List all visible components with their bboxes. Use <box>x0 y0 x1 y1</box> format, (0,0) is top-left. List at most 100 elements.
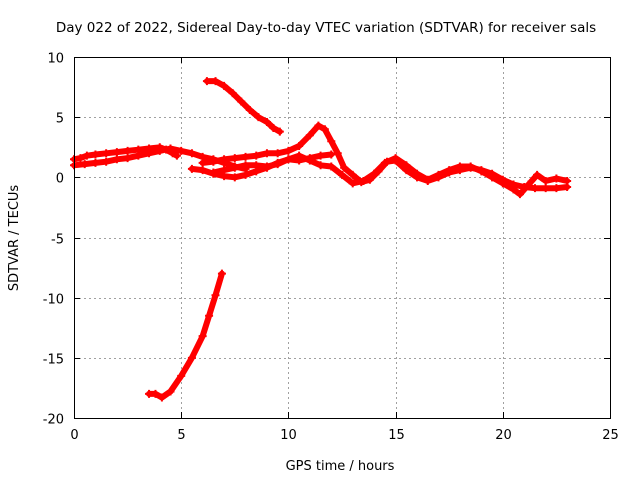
data-point <box>413 169 422 178</box>
data-point <box>202 77 211 86</box>
x-axis-label: GPS time / hours <box>286 459 395 474</box>
y-tick-label: -5 <box>51 233 64 248</box>
y-tick-label: -20 <box>43 413 64 428</box>
grid-lines <box>74 57 610 418</box>
data-point <box>166 387 175 396</box>
data-point <box>102 149 111 158</box>
data-point <box>123 154 132 163</box>
data-point <box>241 152 250 161</box>
data-point <box>423 175 432 184</box>
series-line <box>203 78 283 135</box>
data-point <box>380 158 389 167</box>
data-point <box>177 371 186 380</box>
data-point <box>123 146 132 155</box>
data-point <box>434 170 443 179</box>
data-point <box>530 184 539 193</box>
data-point <box>445 166 454 175</box>
data-point <box>237 97 246 106</box>
data-point <box>477 167 486 176</box>
data-point <box>533 170 542 179</box>
data-point <box>230 173 239 182</box>
data-point <box>262 149 271 158</box>
data-point <box>552 184 561 193</box>
data-point <box>316 151 325 160</box>
y-tick-label: 0 <box>56 172 64 187</box>
data-point <box>466 162 475 171</box>
data-point <box>102 157 111 166</box>
data-point <box>314 121 323 130</box>
data-point <box>295 151 304 160</box>
x-tick-label: 15 <box>388 428 405 443</box>
data-point <box>241 170 250 179</box>
data-point <box>273 160 282 169</box>
data-point <box>155 146 164 155</box>
data-point <box>241 161 250 170</box>
data-point <box>333 149 342 158</box>
chart-title: Day 022 of 2022, Sidereal Day-to-day VTE… <box>56 20 596 36</box>
data-point <box>198 332 207 341</box>
data-point <box>220 81 229 90</box>
data-point <box>305 131 314 140</box>
x-tick-label: 5 <box>177 428 185 443</box>
data-point <box>198 166 207 175</box>
data-point <box>541 184 550 193</box>
data-point <box>541 176 550 185</box>
series-arc-upper <box>202 77 284 136</box>
data-point <box>273 149 282 158</box>
x-tick-label: 20 <box>495 428 512 443</box>
data-point <box>187 149 196 158</box>
data-point <box>209 157 218 166</box>
data-point <box>320 125 329 134</box>
data-point <box>157 393 166 402</box>
data-point <box>515 190 524 199</box>
data-point <box>217 269 226 278</box>
data-point <box>187 164 196 173</box>
data-point <box>211 291 220 300</box>
data-point <box>112 148 121 157</box>
data-point <box>166 144 175 153</box>
data-point <box>348 179 357 188</box>
data-point <box>91 150 100 159</box>
data-point <box>316 161 325 170</box>
data-point <box>177 146 186 155</box>
data-point <box>524 180 533 189</box>
data-point <box>82 151 91 160</box>
data-point <box>327 150 336 159</box>
data-point <box>284 146 293 155</box>
y-tick-label: -15 <box>43 353 64 368</box>
data-point <box>112 155 121 164</box>
data-point <box>91 158 100 167</box>
data-point <box>327 137 336 146</box>
y-axis-label: SDTVAR / TECUs <box>7 185 22 292</box>
data-point <box>488 173 497 182</box>
data-point <box>209 168 218 177</box>
data-point <box>220 166 229 175</box>
data-point <box>305 156 314 165</box>
data-point <box>134 151 143 160</box>
data-point <box>269 123 278 132</box>
data-point <box>340 163 349 172</box>
data-point <box>359 176 368 185</box>
data-point <box>455 162 464 171</box>
data-point <box>509 185 518 194</box>
data-point <box>80 160 89 169</box>
series-layer <box>70 77 572 402</box>
data-point <box>205 311 214 320</box>
data-point <box>230 163 239 172</box>
data-point <box>252 151 261 160</box>
data-point <box>348 170 357 179</box>
data-point <box>295 142 304 151</box>
data-point <box>198 158 207 167</box>
data-point <box>230 154 239 163</box>
x-tick-label: 10 <box>280 428 297 443</box>
data-point <box>552 174 561 183</box>
data-point <box>327 162 336 171</box>
data-point <box>338 170 346 179</box>
data-point <box>187 353 196 362</box>
data-point <box>563 176 572 185</box>
data-point <box>402 161 411 170</box>
axis-ticks: 0 5 10 15 20 25 10 5 0 -5 -10 -15 -20 <box>43 52 619 444</box>
x-tick-label: 0 <box>70 428 78 443</box>
